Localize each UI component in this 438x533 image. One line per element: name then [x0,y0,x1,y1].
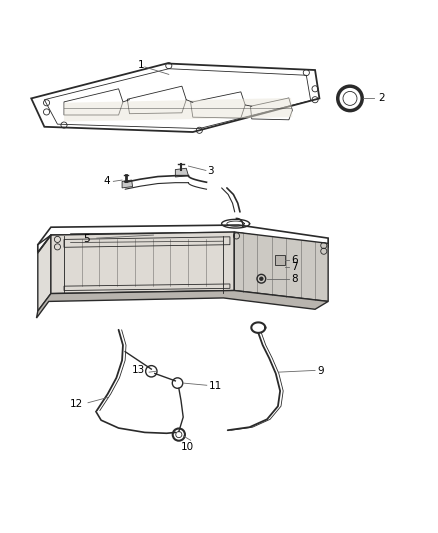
Text: 3: 3 [207,166,214,176]
Text: 12: 12 [70,399,83,409]
Text: 2: 2 [378,93,385,103]
Text: 9: 9 [317,366,324,376]
Polygon shape [51,232,234,294]
Circle shape [343,92,357,106]
Polygon shape [175,168,188,177]
Text: 13: 13 [131,365,145,375]
Polygon shape [38,235,51,311]
Polygon shape [64,98,292,122]
Text: 1: 1 [138,60,145,70]
Polygon shape [122,180,133,188]
Text: 5: 5 [84,233,90,244]
Text: 4: 4 [103,176,110,187]
Polygon shape [275,255,286,265]
Polygon shape [36,290,328,318]
Text: 6: 6 [291,255,298,264]
Text: 10: 10 [181,442,194,452]
Text: 7: 7 [291,262,298,272]
Polygon shape [234,232,328,302]
Text: 8: 8 [291,274,298,284]
Text: 11: 11 [208,381,222,391]
Circle shape [260,277,263,280]
